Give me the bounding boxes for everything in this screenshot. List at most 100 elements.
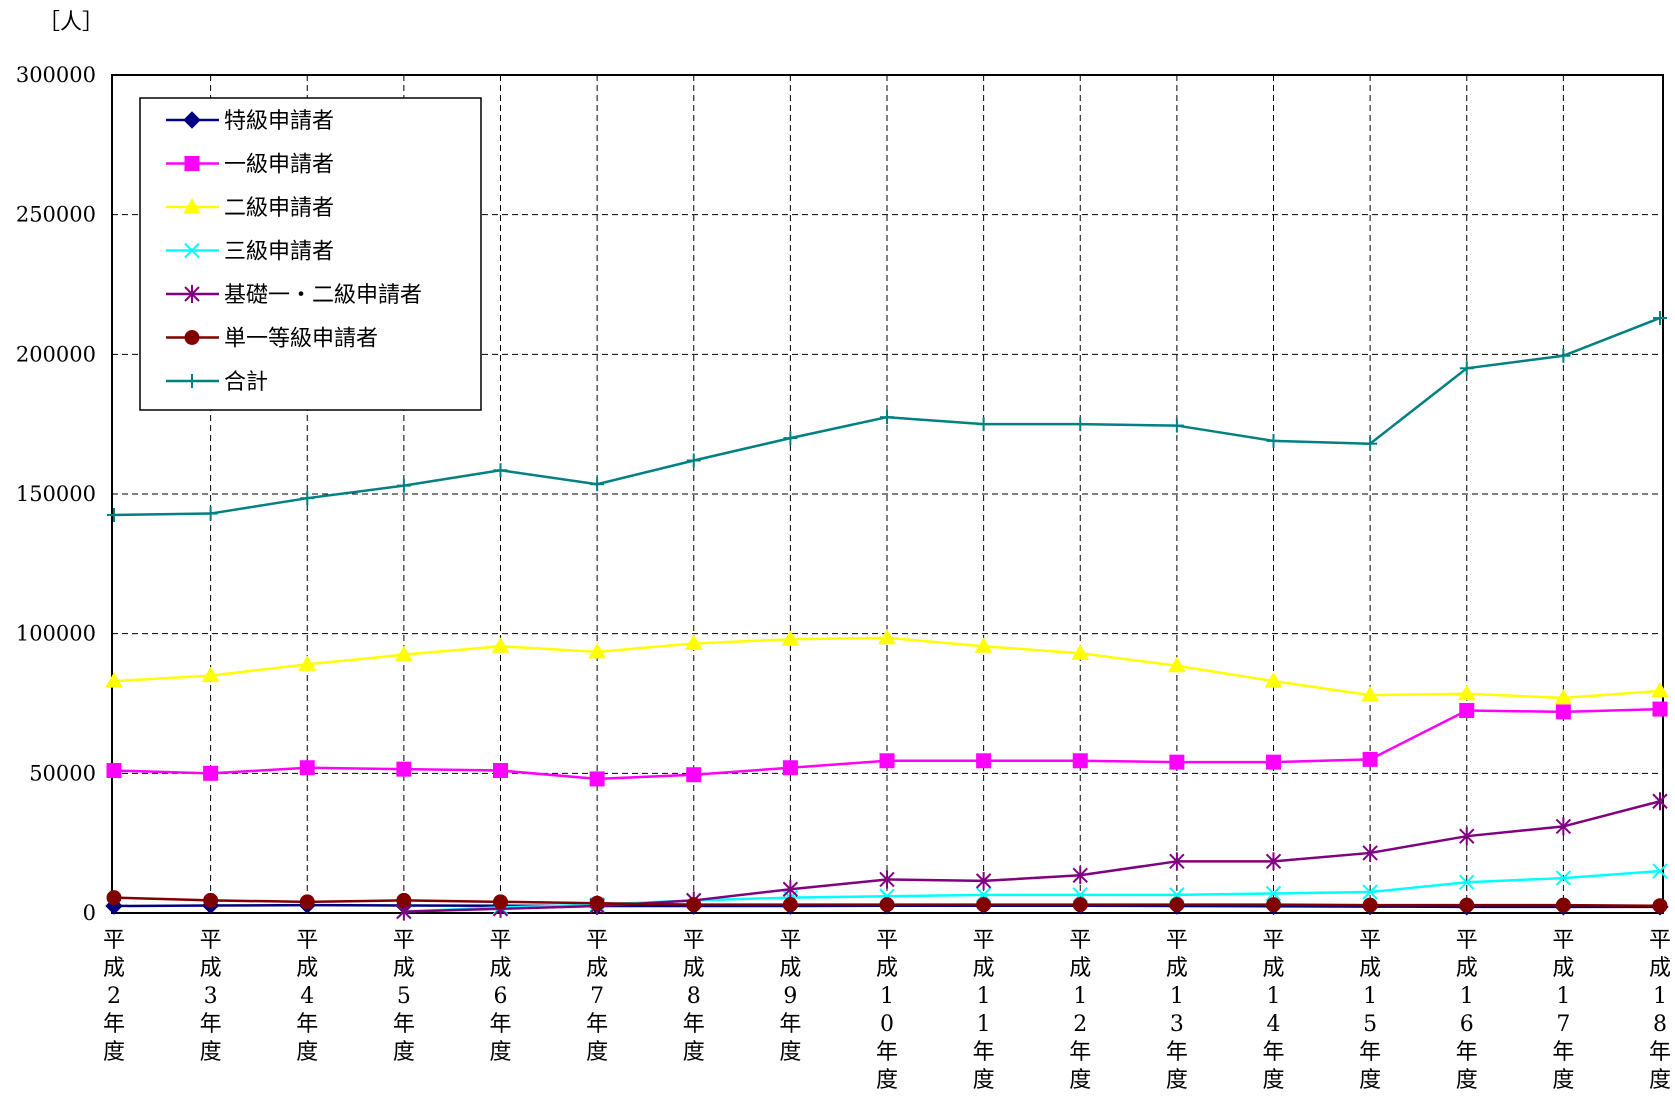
data-point-stroke xyxy=(1265,885,1282,902)
x-tick-char: 度 xyxy=(1069,1068,1091,1093)
x-tick-char: 成 xyxy=(393,956,415,981)
x-tick-char: 年 xyxy=(296,1012,318,1037)
x-tick-char: 度 xyxy=(876,1068,898,1093)
x-tick-char: 成 xyxy=(779,956,801,981)
series-layer xyxy=(105,311,1669,921)
data-point xyxy=(299,760,315,776)
x-tick-char: 4 xyxy=(1267,1012,1281,1037)
x-tick-char: 平 xyxy=(973,928,995,953)
x-tick-char: 度 xyxy=(779,1040,801,1065)
x-tick-label: 平成 3 年度 xyxy=(200,928,222,1065)
x-tick-char: 成 xyxy=(200,956,222,981)
x-tick-char: 成 xyxy=(1262,956,1284,981)
x-tick-label: 平成 1 2 年度 xyxy=(1069,928,1091,1093)
data-point xyxy=(1555,817,1572,836)
data-point xyxy=(589,895,605,911)
legend-label: 単一等級申請者 xyxy=(224,327,378,352)
y-tick-label: 300000 xyxy=(16,63,96,87)
data-point xyxy=(589,771,605,787)
data-point xyxy=(1266,897,1281,913)
x-tick-char: 年 xyxy=(1456,1040,1478,1065)
data-point xyxy=(879,753,895,769)
x-tick-char: 0 xyxy=(880,1012,894,1037)
x-tick-label: 平成 1 8 年度 xyxy=(1649,928,1671,1093)
legend-item: 特級申請者 xyxy=(166,109,334,134)
x-tick-char: 1 xyxy=(1653,984,1667,1009)
data-point xyxy=(590,477,605,492)
x-tick-char: 平 xyxy=(1456,928,1478,953)
x-tick-char: 年 xyxy=(1649,1040,1671,1065)
x-tick-char: 年 xyxy=(1069,1040,1091,1065)
data-point xyxy=(203,506,218,521)
data-point xyxy=(183,111,201,129)
data-point xyxy=(106,890,122,906)
x-tick-char: 3 xyxy=(204,984,218,1009)
x-tick-char: 年 xyxy=(586,1012,608,1037)
x-tick-char: 成 xyxy=(1552,956,1574,981)
data-point xyxy=(184,156,200,171)
x-tick-label: 平成 1 7 年度 xyxy=(1552,928,1574,1093)
data-point xyxy=(201,666,220,683)
x-tick-char: 5 xyxy=(397,984,411,1009)
data-point xyxy=(684,634,703,650)
x-tick-char: 平 xyxy=(586,928,608,953)
data-point xyxy=(1459,827,1475,846)
data-point xyxy=(203,765,219,781)
data-point xyxy=(1653,311,1667,326)
data-point xyxy=(298,655,317,671)
data-point xyxy=(107,507,121,522)
x-tick-char: 成 xyxy=(876,956,898,981)
x-tick-char: 1 xyxy=(1460,984,1474,1009)
x-tick-char: 平 xyxy=(103,928,125,953)
data-point-stroke xyxy=(1459,874,1475,890)
x-tick-label: 平成 1 3 年度 xyxy=(1166,928,1188,1093)
x-tick-char: 平 xyxy=(489,928,511,953)
x-tick-label: 平成 1 6 年度 xyxy=(1456,928,1478,1093)
legend-label: 一級申請者 xyxy=(224,153,334,178)
y-tick-label: 0 xyxy=(83,901,96,925)
x-tick-char: 1 xyxy=(1363,984,1377,1009)
data-point xyxy=(1266,433,1281,448)
data-point xyxy=(185,374,199,388)
data-point xyxy=(184,285,200,303)
data-point xyxy=(879,870,895,889)
x-tick-char: 8 xyxy=(687,984,701,1009)
data-point xyxy=(1071,644,1090,660)
legend-label: 三級申請者 xyxy=(224,240,334,265)
series-triangle xyxy=(105,628,1669,705)
x-tick-label: 平成 1 5 年度 xyxy=(1359,928,1381,1093)
x-tick-char: 成 xyxy=(1069,956,1091,981)
data-point xyxy=(1459,702,1475,718)
x-tick-label: 平成 1 1 年度 xyxy=(973,928,995,1093)
data-point xyxy=(1265,852,1282,871)
data-point xyxy=(1651,681,1669,698)
x-tick-char: 度 xyxy=(103,1040,125,1065)
y-tick-label: 200000 xyxy=(16,342,96,366)
data-point xyxy=(976,417,991,432)
data-point xyxy=(974,637,993,653)
x-tick-char: 年 xyxy=(973,1040,995,1065)
x-tick-char: 4 xyxy=(300,984,314,1009)
data-point-stroke xyxy=(184,242,200,259)
x-tick-char: 平 xyxy=(1552,928,1574,953)
data-point xyxy=(1072,866,1088,885)
data-point xyxy=(1362,897,1378,913)
x-tick-char: 2 xyxy=(107,984,121,1009)
data-point xyxy=(1652,863,1668,879)
data-point xyxy=(1266,754,1281,770)
data-point xyxy=(1362,843,1378,862)
data-point xyxy=(879,897,895,913)
data-point xyxy=(976,897,992,913)
x-tick-char: 成 xyxy=(489,956,511,981)
x-tick-char: 成 xyxy=(1649,956,1671,981)
x-tick-char: 年 xyxy=(1166,1040,1188,1065)
data-point xyxy=(1264,672,1283,688)
x-tick-char: 6 xyxy=(494,984,508,1009)
data-point xyxy=(1168,656,1186,673)
x-tick-char: 度 xyxy=(683,1040,705,1065)
data-point xyxy=(300,491,315,506)
data-point xyxy=(1361,686,1379,702)
legend-label: 二級申請者 xyxy=(224,196,334,221)
x-tick-char: 7 xyxy=(1556,1012,1570,1037)
x-tick-char: 平 xyxy=(393,928,415,953)
